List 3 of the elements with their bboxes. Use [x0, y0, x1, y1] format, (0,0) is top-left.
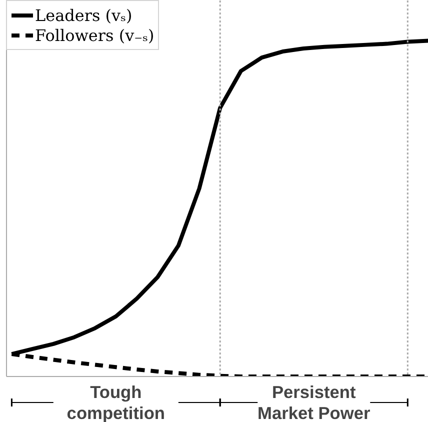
legend-label: Leaders (vₛ): [35, 6, 132, 24]
text: Persistent Market Power: [258, 382, 370, 422]
legend-label: Followers (v₋ₛ): [35, 26, 154, 44]
